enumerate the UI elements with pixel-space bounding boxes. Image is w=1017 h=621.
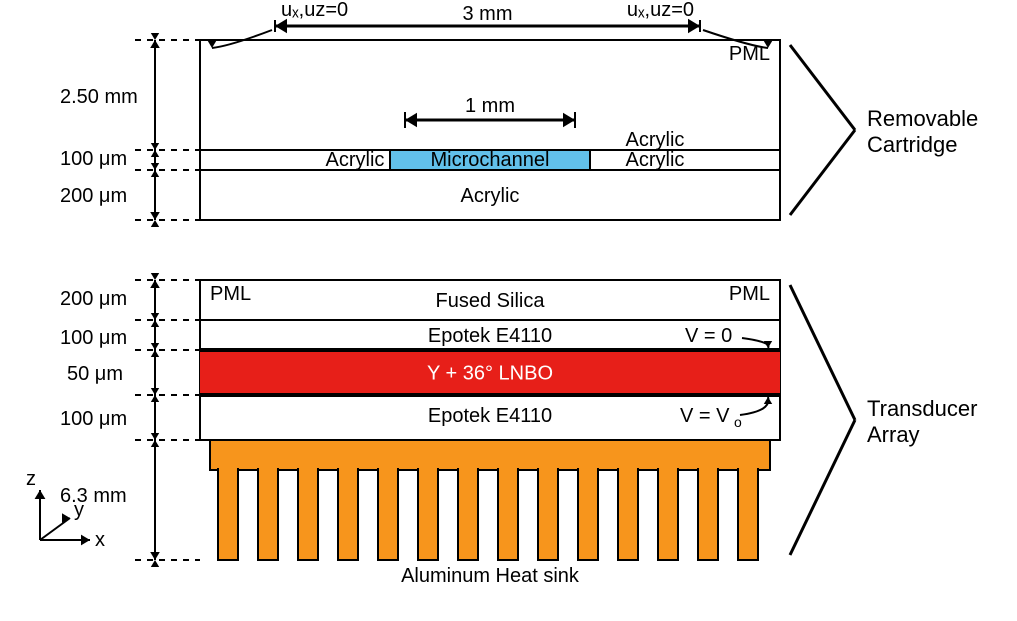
brace-line [790,285,855,420]
brace-line [790,45,855,130]
arrow-head-icon [151,313,159,320]
group-label: Array [867,422,920,447]
arrow-head-icon [151,143,159,150]
inner-width-label: 1 mm [465,95,515,117]
heatsink-fin [538,469,558,560]
dim-label: 100 μm [60,408,127,430]
bc-right-label: uₓ,uᴢ=0 [627,0,694,21]
top-width-label: 3 mm [463,3,513,25]
heatsink-fin [658,469,678,560]
dim-label: 200 μm [60,288,127,310]
pml-top-right: PML [729,43,770,65]
dim-label: 50 μm [67,363,123,385]
heatsink-fin [258,469,278,560]
dim-label: 6.3 mm [60,485,127,507]
heatsink-fin [378,469,398,560]
epotek-top-label: Epotek E4110 [428,325,552,347]
brace-line [790,130,855,215]
arrow-head-icon [151,163,159,170]
arrow-head-icon [151,395,159,402]
arrow-head-icon [151,560,159,567]
v-bot-leader [740,397,768,415]
arrow-head-icon [151,433,159,440]
group-label: Transducer [867,396,977,421]
bc-left-label: uₓ,uᴢ=0 [281,0,348,21]
heatsink-fin [698,469,718,560]
acrylic-left: Acrylic [326,149,385,171]
microchannel-label: Microchannel [431,149,550,171]
arrow-head-icon [150,280,160,288]
pml-bottom-right: PML [729,283,770,305]
axis-y-label: y [74,499,84,521]
arrow-head-icon [764,341,772,348]
arrow-head-icon [151,220,159,227]
v-top-leader [742,338,768,348]
heatsink-fin [418,469,438,560]
axis-y-line [40,518,70,540]
arrow-head-icon [150,212,160,220]
brace-line [790,420,855,555]
dim-label: 2.50 mm [60,86,138,108]
lnbo-label: Y + 36° LNBO [427,363,553,385]
group-label: Removable [867,106,978,131]
arrow-head-icon [151,388,159,395]
heatsink-fin [218,469,238,560]
acrylic-bottom: Acrylic [461,185,520,207]
dim-label: 100 μm [60,148,127,170]
arrow-head-icon [81,535,90,546]
dim-label: 200 μm [60,185,127,207]
arrow-head-icon [151,33,159,40]
arrow-head-icon [150,552,160,560]
heatsink-fin [738,469,758,560]
arrow-head-icon [150,40,160,48]
epotek-bottom-label: Epotek E4110 [428,405,552,427]
arrow-head-icon [151,273,159,280]
heatsink-fin [298,469,318,560]
dim-label: 100 μm [60,327,127,349]
arrow-head-icon [151,343,159,350]
heatsink-fin [338,469,358,560]
arrow-head-icon [764,397,772,404]
heatsink-fin [458,469,478,560]
fused-silica-label: Fused Silica [436,290,546,312]
v-bot-sub: o [734,414,742,430]
heatsink-fin [578,469,598,560]
arrow-head-icon [151,150,159,157]
arrow-head-icon [151,350,159,357]
acrylic-top-right: Acrylic [626,129,685,151]
heatsink-base [210,440,770,470]
arrow-head-icon [563,113,575,127]
acrylic-right: Acrylic [626,149,685,171]
arrow-head-icon [151,440,159,447]
pml-bottom-left: PML [210,283,251,305]
heatsink-label: Aluminum Heat sink [401,565,580,587]
axis-z-label: z [26,468,36,490]
v-bot-label: V = V [680,405,730,427]
arrow-head-icon [151,170,159,177]
v-top-label: V = 0 [685,325,732,347]
axis-x-label: x [95,529,105,551]
arrow-head-icon [151,320,159,327]
heatsink-fin [618,469,638,560]
arrow-head-icon [35,490,46,499]
arrow-head-icon [405,113,417,127]
group-label: Cartridge [867,132,957,157]
heatsink-fin [498,469,518,560]
